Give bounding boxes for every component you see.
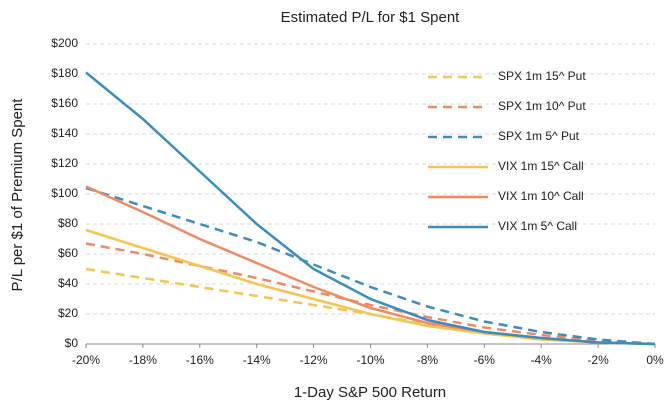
y-axis-label: P/L per $1 of Premium Spent [9,98,26,292]
x-tick-label: -2% [587,353,609,367]
y-tick-label: $160 [51,96,78,110]
chart-title: Estimated P/L for $1 Spent [281,9,461,26]
legend-label: SPX 1m 15^ Put [498,69,586,83]
legend-label: VIX 1m 5^ Call [498,219,577,233]
x-tick-label: -20% [72,353,100,367]
x-tick-label: -8% [417,353,439,367]
x-tick-label: -4% [531,353,553,367]
series-line [85,185,656,346]
x-tick-label: -10% [356,353,384,367]
legend-label: SPX 1m 10^ Put [498,99,586,113]
y-tick-label: $140 [51,126,78,140]
series-line [85,71,656,346]
x-tick-label: -16% [186,353,214,367]
y-tick-label: $0 [65,336,79,350]
x-tick-label: -14% [243,353,271,367]
series-line [85,242,656,346]
series-line [85,267,656,346]
series-line [85,186,656,346]
x-tick-label: -12% [300,353,328,367]
x-tick-label: -18% [129,353,157,367]
y-tick-label: $60 [58,246,78,260]
x-tick-label: 0% [646,353,664,367]
legend-label: VIX 1m 15^ Call [498,159,584,173]
y-tick-label: $120 [51,156,78,170]
legend-label: VIX 1m 10^ Call [498,189,584,203]
y-tick-label: $200 [51,36,78,50]
y-tick-label: $20 [58,306,78,320]
y-tick-label: $80 [58,216,78,230]
x-tick-label: -6% [474,353,496,367]
y-tick-label: $180 [51,66,78,80]
x-axis-label: 1-Day S&P 500 Return [294,384,446,401]
y-tick-label: $100 [51,186,78,200]
y-tick-label: $40 [58,276,78,290]
legend-label: SPX 1m 5^ Put [498,129,580,143]
